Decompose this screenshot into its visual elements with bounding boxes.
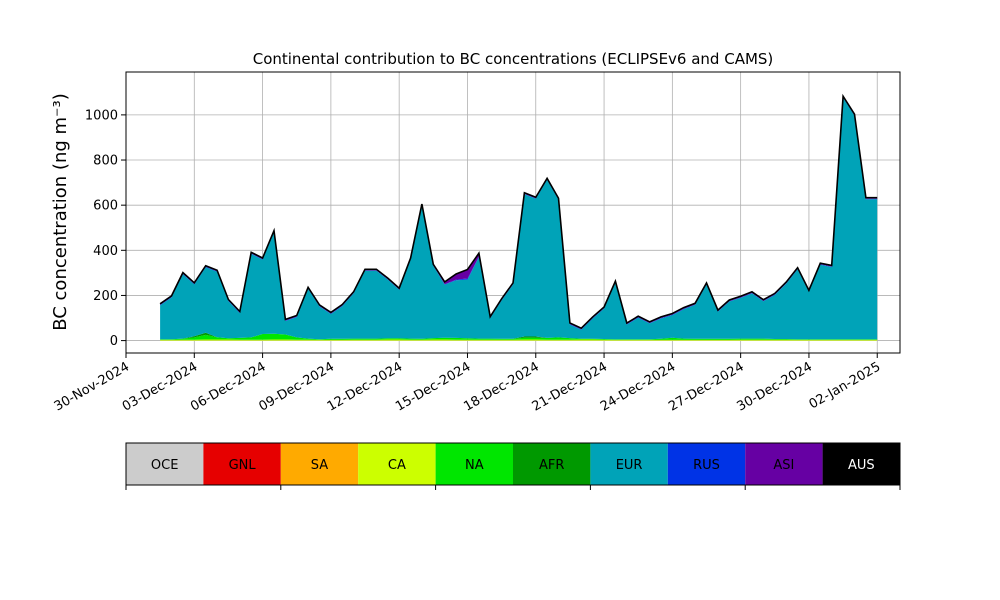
legend-label-oce: OCE [151, 458, 179, 473]
area-eur [160, 97, 878, 340]
x-tick-label: 21-Dec-2024 [530, 359, 610, 414]
x-tick-label: 06-Dec-2024 [188, 359, 268, 414]
y-tick-label: 600 [93, 199, 118, 214]
y-tick-label: 800 [93, 154, 118, 169]
legend-frame [125, 442, 901, 486]
x-tick-label: 02-Jan-2025 [807, 359, 884, 412]
legend-label-afr: AFR [539, 458, 564, 473]
area-na [160, 333, 878, 340]
legend-swatch-asi [745, 443, 823, 485]
y-tick-label: 400 [93, 244, 118, 259]
x-tick-label: 18-Dec-2024 [461, 359, 541, 414]
legend-label-rus: RUS [693, 458, 720, 473]
x-tick-label: 03-Dec-2024 [120, 359, 200, 414]
legend-swatch-sa [280, 443, 359, 485]
x-tick-label: 15-Dec-2024 [393, 359, 473, 414]
legend-swatch-gnl [203, 443, 281, 485]
x-tick-label: 24-Dec-2024 [598, 359, 678, 414]
legend-label-asi: ASI [773, 458, 794, 473]
y-axis-label: BC concentration (ng m⁻³) [50, 93, 71, 331]
chart-title: Continental contribution to BC concentra… [253, 50, 774, 68]
legend-swatch-rus [667, 443, 746, 485]
legend: OCE GNL SA CA NA AFR EUR RUS ASI AUS [125, 442, 901, 490]
legend-label-gnl: GNL [229, 458, 257, 473]
legend-swatch-afr [513, 443, 591, 485]
legend-swatch-ca [358, 443, 436, 485]
legend-label-eur: EUR [616, 458, 643, 473]
legend-swatch-na [435, 443, 513, 485]
y-tick-label: 200 [93, 289, 118, 304]
x-axis-ticks: 30-Nov-202403-Dec-202406-Dec-202409-Dec-… [52, 353, 884, 415]
legend-swatch-oce [126, 443, 204, 485]
area-afr [160, 332, 878, 340]
x-tick-label: 09-Dec-2024 [256, 359, 336, 414]
stacked-area-layers [160, 96, 878, 341]
area-ca [160, 339, 878, 341]
total-line [159, 93, 878, 330]
x-tick-label: 30-Nov-2024 [52, 359, 132, 414]
x-tick-label: 27-Dec-2024 [666, 359, 746, 414]
legend-label-na: NA [465, 458, 484, 473]
legend-swatch-aus [822, 443, 900, 485]
y-tick-label: 1000 [85, 108, 118, 123]
y-axis-ticks: 0 200 400 600 800 1000 [85, 108, 126, 349]
legend-swatch-eur [590, 443, 668, 485]
y-tick-label: 0 [110, 334, 118, 349]
plot-frame [125, 71, 901, 354]
x-tick-label: 12-Dec-2024 [325, 359, 405, 414]
legend-label-sa: SA [311, 458, 328, 473]
legend-label-ca: CA [388, 458, 406, 473]
x-tick-label: 30-Dec-2024 [735, 359, 815, 414]
total-outline [159, 93, 878, 330]
legend-label-aus: AUS [848, 458, 875, 473]
